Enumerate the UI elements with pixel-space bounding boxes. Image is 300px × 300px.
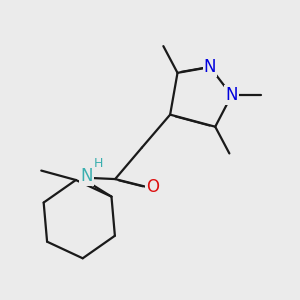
Text: N: N xyxy=(80,167,92,185)
Text: N: N xyxy=(225,86,238,104)
Text: N: N xyxy=(204,58,216,76)
Text: O: O xyxy=(146,178,159,196)
Text: H: H xyxy=(94,158,103,170)
